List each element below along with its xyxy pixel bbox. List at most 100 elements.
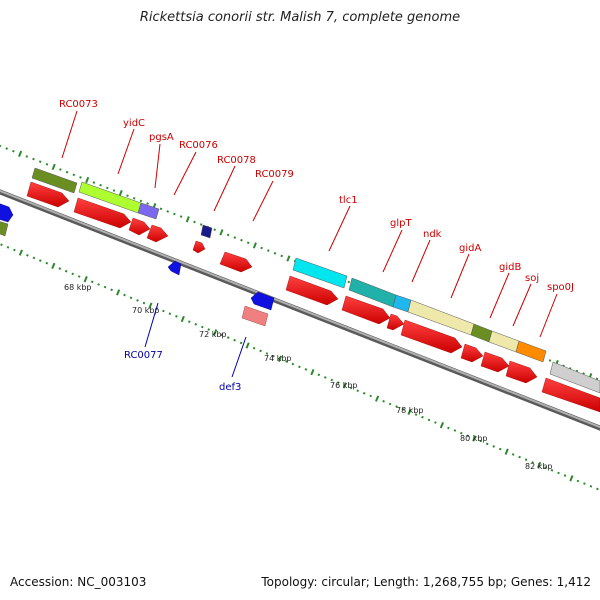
minor-tick-dot [330, 378, 334, 382]
minor-tick-dot [233, 338, 236, 342]
major-tick-mark [51, 163, 56, 171]
minor-tick-dot [193, 220, 196, 224]
minor-tick-dot [38, 259, 42, 262]
tick-label-74: 74 kbp [264, 354, 292, 363]
major-tick-mark [407, 408, 412, 416]
minor-tick-dot [548, 359, 552, 362]
minor-tick-dot [298, 365, 301, 369]
minor-tick-dot [45, 261, 49, 265]
minor-tick-dot [427, 418, 431, 422]
minor-tick-dot [207, 328, 211, 331]
minor-tick-dot [123, 293, 126, 297]
minor-tick-dot [132, 197, 136, 200]
cog-bar-rc0078 [200, 224, 213, 239]
minor-tick-dot [485, 442, 489, 446]
minor-tick-dot [498, 447, 502, 451]
major-tick-mark [180, 315, 185, 323]
gene-spo0j [505, 360, 538, 384]
minor-tick-dot [291, 362, 295, 366]
minor-tick-dot [557, 471, 560, 475]
minor-tick-dot [5, 147, 8, 150]
gene-pgsa [128, 217, 151, 236]
label-rc0079: RC0079 [255, 169, 294, 180]
minor-tick-dot [226, 233, 230, 237]
label-yidc: yidC [123, 118, 145, 129]
minor-tick-dot [194, 322, 198, 326]
minor-tick-dot [267, 249, 270, 252]
minor-tick-dot [179, 215, 183, 218]
accession-text: Accession: NC_003103 [10, 575, 147, 589]
major-tick-mark [342, 382, 347, 389]
cog-bars [0, 167, 600, 394]
minor-tick-dot [6, 245, 10, 249]
minor-tick-dot [25, 155, 29, 158]
label-tlc1: tlc1 [339, 195, 358, 206]
reverse-genes [0, 203, 275, 311]
major-tick-mark [569, 475, 574, 482]
major-tick-mark [439, 422, 444, 429]
minor-tick-dot [136, 299, 139, 302]
label-rc0073: RC0073 [59, 99, 98, 110]
minor-tick-dot [64, 269, 68, 273]
gene-glpt [341, 295, 391, 325]
forward-labels: RC0073 yidC pgsA RC0076 RC0078 RC0079 tl… [59, 99, 574, 293]
major-tick-mark [537, 461, 542, 469]
minor-tick-dot [45, 163, 49, 166]
minor-tick-dot [168, 312, 172, 316]
minor-tick-dot [90, 280, 94, 284]
reverse-labels: RC0077 def3 [124, 350, 241, 393]
minor-tick-dot [32, 157, 35, 161]
gene-next [541, 377, 600, 413]
gene-rc0073 [26, 181, 70, 208]
minor-tick-dot [347, 280, 351, 284]
map-title: Rickettsia conorii str. Malish 7, comple… [139, 10, 461, 25]
label-ndk: ndk [423, 229, 442, 240]
cog-bar-rc0073 [31, 167, 78, 194]
minor-tick-dot [336, 381, 340, 385]
forward-leaders [61, 110, 558, 338]
label-def3: def3 [219, 382, 241, 393]
major-tick-mark [83, 276, 88, 283]
minor-tick-dot [453, 429, 457, 432]
minor-tick-dot [77, 275, 81, 278]
minor-tick-dot [92, 181, 96, 184]
label-pgsa: pgsA [149, 132, 174, 143]
minor-tick-dot [285, 360, 288, 363]
minor-tick-dot [479, 439, 483, 443]
gene-left-reverse [0, 203, 14, 223]
minor-tick-dot [273, 252, 277, 255]
major-tick-mark [375, 395, 380, 402]
minor-tick-dot [187, 320, 191, 324]
minor-tick-dot [260, 246, 263, 250]
major-tick-mark [51, 262, 56, 270]
minor-tick-dot [79, 176, 82, 179]
minor-tick-dot [252, 346, 256, 350]
gene-ndk [386, 313, 405, 331]
minor-tick-dot [112, 189, 116, 192]
cog-bar-soj [488, 330, 520, 353]
major-tick-mark [85, 176, 90, 184]
minor-tick-dot [58, 267, 62, 270]
label-glpt: glpT [390, 218, 412, 229]
minor-tick-dot [97, 283, 100, 286]
minor-tick-dot [583, 482, 586, 485]
minor-tick-dot [200, 325, 204, 329]
cog-bar-ndk [392, 294, 412, 313]
minor-tick-dot [459, 431, 463, 435]
minor-tick-dot [173, 212, 176, 216]
minor-tick-dot [146, 202, 149, 205]
minor-tick-dot [518, 455, 521, 459]
minor-tick-dot [71, 272, 75, 276]
minor-tick-dot [304, 368, 308, 371]
minor-tick-dot [0, 144, 2, 148]
minor-tick-dot [323, 376, 327, 379]
major-tick-mark [277, 355, 283, 362]
minor-tick-dot [175, 314, 178, 318]
minor-tick-dot [129, 296, 133, 300]
minor-tick-dot [395, 405, 398, 408]
label-rc0076: RC0076 [179, 140, 218, 151]
minor-tick-dot [414, 413, 418, 416]
gene-def3 [250, 291, 275, 311]
gene-rc0079 [219, 251, 253, 273]
minor-tick-dot [199, 223, 203, 226]
